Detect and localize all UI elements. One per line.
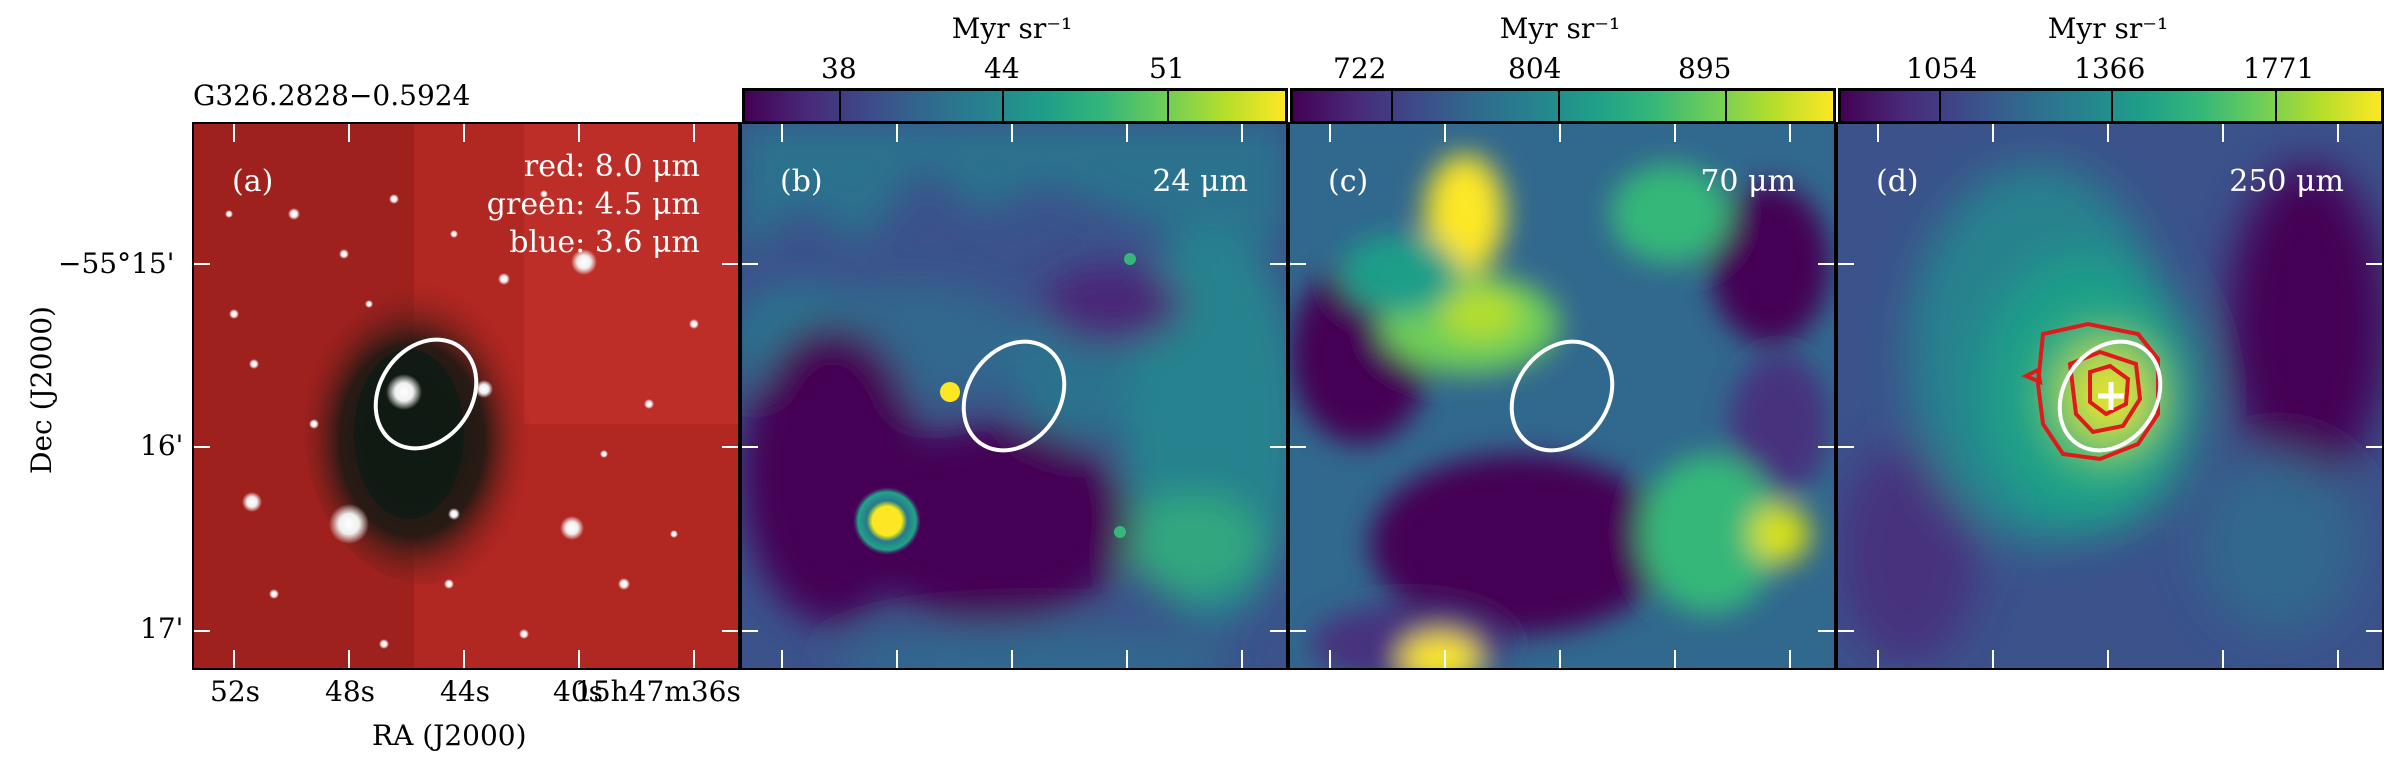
colorbar-c [1290,88,1836,124]
panel-a-irac: (a) red: 8.0 μm green: 4.5 μm blue: 3.6 … [192,122,740,670]
x-tick: 15h47m36s [575,675,741,708]
colorbar-d-tick: 1366 [2074,52,2146,85]
panel-c-70um: (c) 70 μm [1288,122,1836,670]
colorbar-c-tick: 804 [1508,52,1562,85]
panel-c-label: (c) [1328,164,1369,199]
colorbar-d [1838,88,2384,124]
panel-a-bands: red: 8.0 μm green: 4.5 μm blue: 3.6 μm [487,148,700,262]
panel-a-label: (a) [232,164,274,199]
band-red: red: 8.0 μm [523,149,700,184]
y-tick: −55°15' [58,247,175,280]
panel-d-250um: (d) 250 μm [1836,122,2384,670]
panel-b-label: (b) [780,164,823,199]
x-axis-label: RA (J2000) [372,719,527,752]
colorbar-c-tick: 895 [1678,52,1732,85]
irac-image [194,124,738,668]
colorbar-c-tick: 722 [1333,52,1387,85]
colorbar-d-tick: 1054 [1906,52,1978,85]
colorbar-b-unit: Myr sr⁻¹ [951,12,1073,45]
contours [2021,321,2160,462]
aperture-ellipse [961,339,1067,453]
panel-c-wavelength: 70 μm [1700,164,1796,199]
source-name: G326.2828−0.5924 [193,79,471,112]
colorbar-d-tick: 1771 [2243,52,2315,85]
colorbar-b-tick: 44 [984,52,1020,85]
y-tick: 16' [140,429,184,462]
y-tick: 17' [140,612,184,645]
x-tick: 40s [553,675,603,708]
peak-cross [2098,382,2124,410]
band-green: green: 4.5 μm [486,187,700,222]
aperture-ellipse [2057,339,2163,453]
aperture-ellipse [373,337,479,451]
colorbar-b-tick: 51 [1149,52,1185,85]
aperture-ellipse [1509,339,1615,453]
x-tick: 48s [325,675,375,708]
panel-b-24um: (b) 24 μm [740,122,1288,670]
map-70um [1290,124,1834,668]
colorbar-b-tick: 38 [821,52,857,85]
x-tick: 44s [440,675,490,708]
colorbar-c-unit: Myr sr⁻¹ [1499,12,1621,45]
panel-b-wavelength: 24 μm [1152,164,1248,199]
map-24um [742,124,1286,668]
panel-d-label: (d) [1876,164,1919,199]
y-axis-label: Dec (J2000) [25,306,58,474]
colorbar-b [742,88,1288,124]
x-tick: 52s [210,675,260,708]
panel-d-wavelength: 250 μm [2229,164,2344,199]
band-blue: blue: 3.6 μm [509,225,700,260]
colorbar-d-unit: Myr sr⁻¹ [2047,12,2169,45]
map-250um [1838,124,2382,668]
